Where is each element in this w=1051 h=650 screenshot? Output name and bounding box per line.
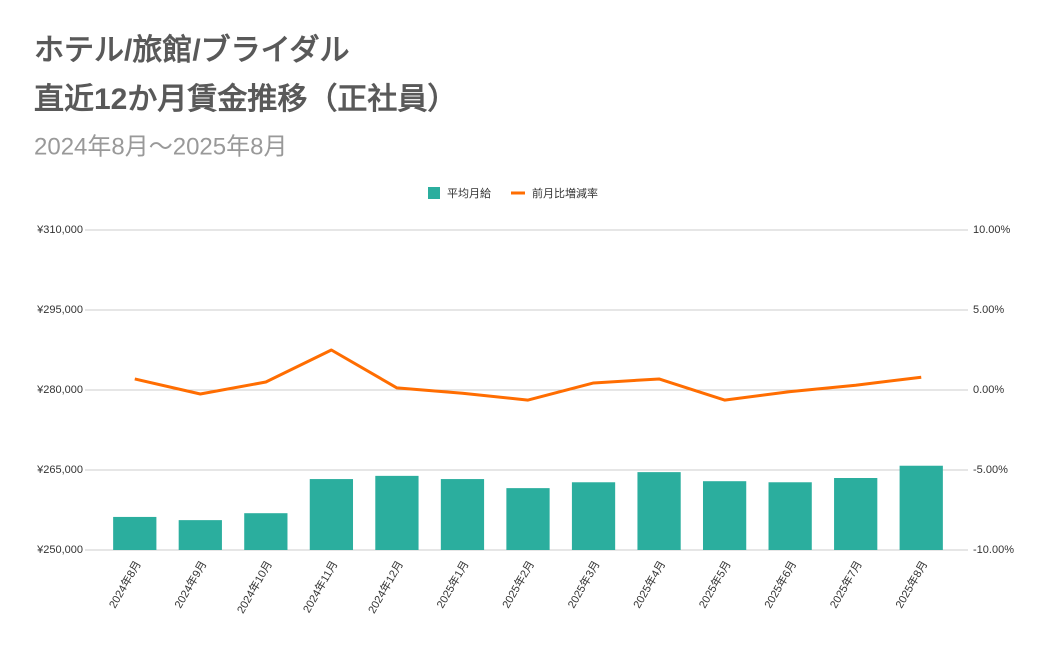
x-tick-label: 2024年9月 <box>171 558 209 611</box>
y2-tick-label: 0.00% <box>973 384 1004 396</box>
bar <box>309 479 354 550</box>
x-tick-label: 2025年7月 <box>826 558 864 611</box>
x-tick-label: 2025年3月 <box>564 558 602 611</box>
x-tick-label: 2025年8月 <box>892 558 930 611</box>
bar <box>637 472 681 550</box>
bar <box>506 488 550 550</box>
x-tick-label: 2025年6月 <box>761 558 799 611</box>
legend-label: 平均月給 <box>447 186 491 200</box>
bar <box>178 520 222 550</box>
bar <box>834 478 878 550</box>
y2-tick-label: 5.00% <box>973 304 1004 316</box>
bar <box>702 481 747 550</box>
bar <box>768 482 812 550</box>
legend-label: 前月比増減率 <box>532 186 598 200</box>
y2-tick-label: -10.00% <box>973 544 1014 556</box>
chart-subtitle: 2024年8月～2025年8月 <box>34 133 287 160</box>
x-tick-label: 2025年1月 <box>433 558 471 611</box>
bar <box>113 516 157 550</box>
x-tick-label: 2024年8月 <box>105 558 143 611</box>
chart-title: 直近12か月賃金推移（正社員） <box>34 82 457 116</box>
bar <box>571 482 616 550</box>
y2-tick-label: -5.00% <box>973 464 1008 476</box>
x-tick-label: 2024年12月 <box>365 558 406 616</box>
bar <box>899 465 943 550</box>
x-tick-label: 2025年4月 <box>630 558 668 611</box>
x-tick-label: 2024年11月 <box>299 558 340 615</box>
x-tick-label: 2025年2月 <box>499 558 537 611</box>
y-tick-label: ¥295,000 <box>36 304 83 316</box>
bar <box>375 475 419 550</box>
legend-swatch <box>428 187 440 199</box>
y-tick-label: ¥265,000 <box>36 464 83 476</box>
x-tick-label: 2025年5月 <box>695 558 733 611</box>
x-tick-label: 2024年10月 <box>233 558 274 616</box>
line <box>134 348 922 402</box>
bar <box>244 513 288 550</box>
chart-title: ホテル/旅館/ブライダル <box>34 33 349 67</box>
y-tick-label: ¥310,000 <box>36 224 83 236</box>
y-tick-label: ¥250,000 <box>36 544 83 556</box>
y-tick-label: ¥280,000 <box>36 384 83 396</box>
bar <box>440 479 485 550</box>
y2-tick-label: 10.00% <box>973 224 1011 236</box>
